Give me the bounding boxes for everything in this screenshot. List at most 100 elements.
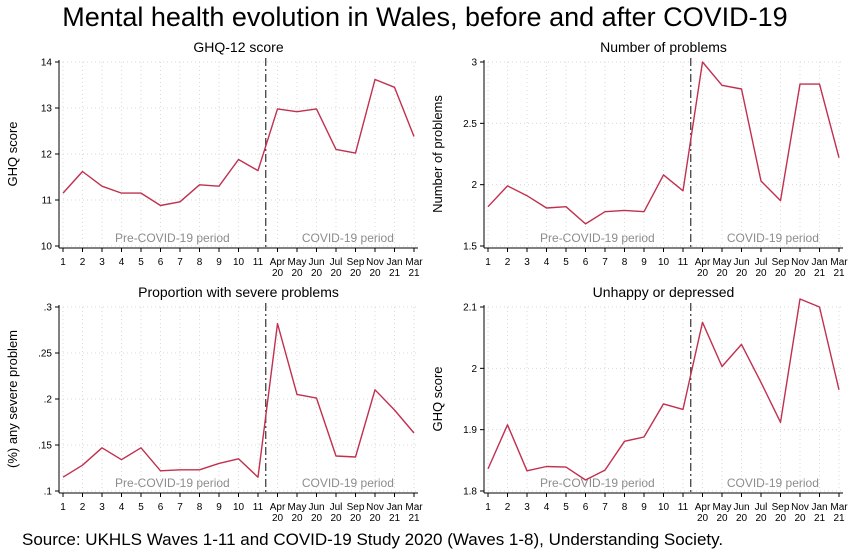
x-tick-label: Mar	[830, 502, 848, 513]
covid-period-label: COVID-19 period	[302, 231, 394, 245]
x-tick-label: 21	[833, 268, 845, 279]
x-tick-label: 6	[583, 257, 589, 268]
data-point	[643, 210, 645, 212]
data-point	[740, 343, 742, 345]
x-tick-label: 20	[272, 268, 284, 279]
data-point	[296, 393, 298, 395]
data-point	[198, 184, 200, 186]
x-tick-label: Jun	[308, 257, 324, 268]
covid-period-label: COVID-19 period	[727, 231, 819, 245]
y-axis-label: Number of problems	[430, 95, 445, 213]
x-tick-label: 10	[233, 257, 245, 268]
data-point	[354, 456, 356, 458]
data-point	[526, 195, 528, 197]
x-tick-label: 5	[138, 257, 144, 268]
x-tick-label: Jul	[330, 257, 343, 268]
series-line	[488, 299, 839, 480]
x-tick-label: 10	[233, 502, 245, 513]
x-tick-label: 20	[755, 513, 767, 524]
x-tick-label: 8	[622, 502, 628, 513]
x-tick-label: 1	[60, 502, 66, 513]
data-point	[584, 479, 586, 481]
x-tick-label: Apr	[270, 257, 286, 268]
data-point	[662, 174, 664, 176]
x-tick-label: 20	[794, 268, 806, 279]
data-point	[81, 170, 83, 172]
x-tick-label: Apr	[695, 502, 711, 513]
data-point	[413, 432, 415, 434]
x-tick-label: 20	[794, 513, 806, 524]
y-tick-label: 13	[41, 104, 53, 115]
covid-period-label: COVID-19 period	[727, 476, 819, 490]
x-tick-label: 5	[563, 502, 569, 513]
data-point	[218, 185, 220, 187]
x-tick-label: 11	[678, 502, 689, 513]
data-point	[565, 466, 567, 468]
data-point	[604, 469, 606, 471]
x-tick-label: May	[713, 502, 732, 513]
x-tick-label: 1	[485, 502, 491, 513]
data-point	[506, 424, 508, 426]
data-point	[120, 192, 122, 194]
data-point	[276, 108, 278, 110]
x-tick-label: 1	[485, 257, 491, 268]
x-tick-label: 11	[678, 257, 689, 268]
x-tick-label: Mar	[405, 257, 423, 268]
data-point	[701, 61, 703, 63]
data-point	[393, 86, 395, 88]
data-point	[62, 476, 64, 478]
y-tick-label: 14	[41, 58, 53, 69]
y-axis-label: GHQ score	[5, 121, 20, 186]
x-tick-label: 9	[641, 257, 647, 268]
panel-title: Unhappy or depressed	[593, 284, 735, 300]
x-tick-label: Nov	[791, 502, 809, 513]
data-point	[296, 110, 298, 112]
x-tick-label: 20	[350, 268, 362, 279]
data-point	[237, 458, 239, 460]
x-tick-label: 4	[119, 257, 125, 268]
data-point	[721, 365, 723, 367]
y-tick-label: .1	[44, 487, 53, 498]
panel-title: GHQ-12 score	[193, 39, 283, 55]
x-tick-label: 3	[99, 502, 105, 513]
x-tick-label: Jul	[755, 502, 768, 513]
data-point	[818, 306, 820, 308]
y-tick-label: 10	[41, 242, 53, 253]
y-tick-label: 11	[42, 196, 53, 207]
data-point	[374, 389, 376, 391]
x-tick-label: Sep	[347, 502, 365, 513]
x-tick-label: Sep	[772, 502, 790, 513]
x-tick-label: Apr	[270, 502, 286, 513]
x-tick-label: 2	[505, 257, 511, 268]
source-note: Source: UKHLS Waves 1-11 and COVID-19 St…	[22, 530, 723, 550]
data-point	[818, 83, 820, 85]
data-point	[335, 148, 337, 150]
x-tick-label: 21	[833, 513, 845, 524]
data-point	[682, 190, 684, 192]
x-tick-label: 20	[291, 268, 303, 279]
x-tick-label: 7	[602, 502, 608, 513]
x-tick-label: 2	[80, 502, 86, 513]
x-tick-label: Nov	[791, 257, 809, 268]
series-line	[63, 324, 414, 478]
x-tick-label: 6	[158, 502, 164, 513]
x-tick-label: Jun	[733, 257, 749, 268]
chart-svg-severe-problems: Proportion with severe problems (%) any s…	[0, 283, 425, 528]
x-tick-label: 3	[524, 502, 530, 513]
x-tick-label: May	[288, 502, 307, 513]
data-point	[740, 88, 742, 90]
x-tick-label: 20	[736, 268, 748, 279]
data-point	[760, 381, 762, 383]
data-point	[315, 397, 317, 399]
x-tick-label: 11	[253, 502, 264, 513]
x-tick-label: 4	[119, 502, 125, 513]
data-point	[584, 223, 586, 225]
x-tick-label: 20	[775, 513, 787, 524]
y-tick-label: 2.1	[463, 303, 477, 314]
x-tick-label: 20	[330, 268, 342, 279]
x-tick-label: May	[288, 257, 307, 268]
x-tick-label: 9	[216, 502, 222, 513]
chart-panel-ghq12: GHQ-12 score GHQ score 10 11 12 13 14 1 2 3 4 5 6 7 8 9…	[0, 38, 425, 283]
y-tick-label: 1.8	[463, 487, 477, 498]
